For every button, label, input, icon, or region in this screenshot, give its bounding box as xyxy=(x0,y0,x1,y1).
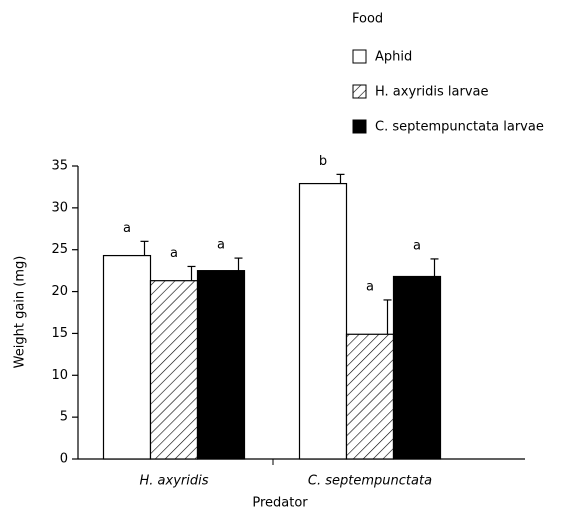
y-tick-label: 0 xyxy=(60,452,68,467)
bar xyxy=(345,333,395,460)
legend-swatch xyxy=(352,84,367,99)
significance-label: a xyxy=(217,238,225,253)
legend-swatch xyxy=(352,49,367,64)
y-axis-label: Weight gain (mg) xyxy=(13,256,28,369)
legend-title: Food xyxy=(352,12,383,27)
significance-label: a xyxy=(123,221,131,236)
y-tick-label: 25 xyxy=(51,242,68,257)
significance-label: b xyxy=(319,154,327,169)
bar xyxy=(102,254,152,460)
bar xyxy=(196,270,246,460)
legend-label: H. axyridis larvae xyxy=(375,85,488,100)
y-tick-label: 20 xyxy=(51,284,68,299)
x-axis-label: Predator xyxy=(252,496,308,511)
legend-label: C. septempunctata larvae xyxy=(375,120,544,135)
bar xyxy=(392,275,442,460)
legend-label: Aphid xyxy=(375,50,412,65)
significance-label: a xyxy=(170,246,178,261)
bar xyxy=(149,280,199,460)
y-tick-label: 5 xyxy=(60,410,68,425)
y-tick-label: 15 xyxy=(51,326,68,341)
y-tick-label: 10 xyxy=(51,368,68,383)
significance-label: a xyxy=(366,279,374,294)
bar xyxy=(298,182,348,460)
significance-label: a xyxy=(413,238,421,253)
x-tick-label: H. axyridis xyxy=(140,474,209,489)
x-tick-label: C. septempunctata xyxy=(308,474,432,489)
y-tick-label: 35 xyxy=(51,159,68,174)
y-tick-label: 30 xyxy=(51,200,68,215)
legend-swatch xyxy=(352,119,367,134)
